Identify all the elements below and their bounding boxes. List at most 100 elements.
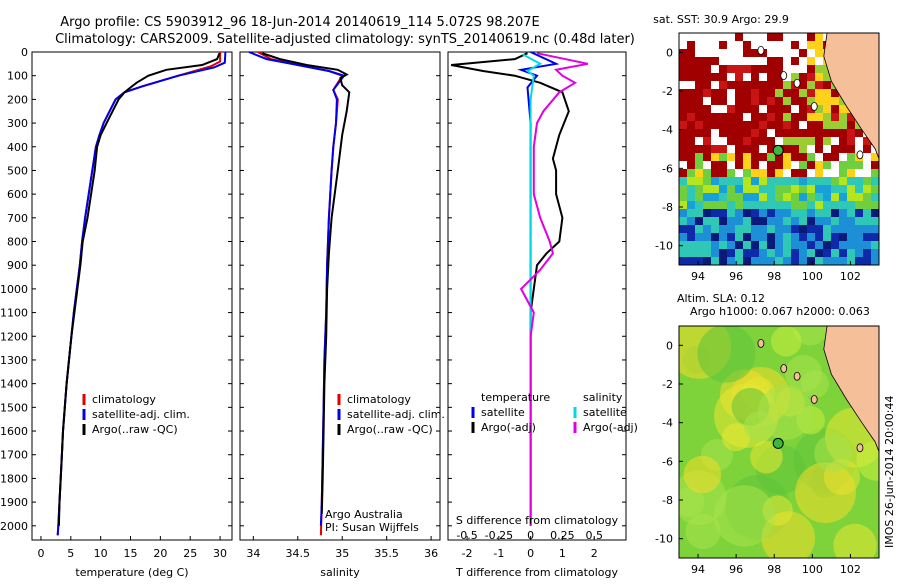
sst-pixel <box>711 249 719 257</box>
sst-pixel <box>751 201 759 209</box>
sla_map-panel: 94 96 98 100 102 0 -2 -4 -6 -8 -10 <box>655 325 880 576</box>
sst-pixel <box>807 225 815 233</box>
sst-pixel <box>759 185 767 193</box>
sst-pixel <box>711 217 719 225</box>
sst-pixel <box>775 241 783 249</box>
sst-pixel <box>847 137 855 145</box>
sst-pixel <box>751 225 759 233</box>
sst-pixel <box>743 241 751 249</box>
sst-pixel <box>727 209 735 217</box>
sst-pixel <box>767 249 775 257</box>
sst-pixel <box>831 105 839 113</box>
y-tick-label: 200 <box>7 93 28 106</box>
x-tick-label: -1 <box>493 547 504 560</box>
sst-pixel <box>679 97 687 105</box>
s-tick-label: 0.5 <box>585 529 603 542</box>
sst-pixel <box>743 145 751 153</box>
sst-map-title: sat. SST: 30.9 Argo: 29.9 <box>653 13 789 26</box>
sst-pixel <box>807 185 815 193</box>
sst-pixel <box>871 241 879 249</box>
sst-pixel <box>759 225 767 233</box>
sst-pixel <box>695 129 703 137</box>
sst-pixel <box>695 97 703 105</box>
sst-pixel <box>687 57 695 65</box>
sst-pixel <box>823 249 831 257</box>
sst-pixel <box>719 217 727 225</box>
sst-pixel <box>767 113 775 121</box>
sst-pixel <box>791 217 799 225</box>
sla-blob <box>750 440 783 474</box>
sst-pixel <box>863 225 871 233</box>
sst-pixel <box>743 129 751 137</box>
sst-pixel <box>783 137 791 145</box>
sst-pixel <box>695 177 703 185</box>
sst-pixel <box>871 217 879 225</box>
sst-pixel <box>839 161 847 169</box>
sst-pixel <box>679 201 687 209</box>
sst-pixel <box>815 193 823 201</box>
sst-pixel <box>703 89 711 97</box>
sst-pixel <box>807 249 815 257</box>
sla-blob <box>814 434 852 473</box>
sst-pixel <box>735 249 743 257</box>
sst-pixel <box>703 65 711 73</box>
map-y-tick-label: -8 <box>662 201 673 214</box>
island <box>757 338 765 348</box>
sst-pixel <box>687 153 695 161</box>
sst-pixel <box>687 145 695 153</box>
sst-pixel <box>775 169 783 177</box>
sst-pixel <box>711 97 719 105</box>
sst-pixel <box>783 185 791 193</box>
sst-pixel <box>775 89 783 97</box>
map-y-tick-label: -6 <box>662 455 673 468</box>
sst-pixel <box>767 81 775 89</box>
sst-pixel <box>735 225 743 233</box>
sst-pixel <box>687 201 695 209</box>
sst-pixel <box>719 73 727 81</box>
sst-pixel <box>751 217 759 225</box>
y-tick-label: 1600 <box>0 425 28 438</box>
sst-pixel <box>855 257 863 265</box>
sst-pixel <box>743 121 751 129</box>
sst-pixel <box>735 145 743 153</box>
series-line-argo <box>451 52 570 526</box>
sst-pixel <box>743 81 751 89</box>
sst-pixel <box>847 241 855 249</box>
sst-pixel <box>815 185 823 193</box>
x-tick-label: 35 <box>335 547 349 560</box>
sst-pixel <box>831 121 839 129</box>
sst-pixel <box>847 201 855 209</box>
sst-pixel <box>679 57 687 65</box>
sst-pixel <box>815 225 823 233</box>
sst-pixel <box>775 161 783 169</box>
sst-pixel <box>703 201 711 209</box>
sst-pixel <box>807 97 815 105</box>
sst-pixel <box>791 113 799 121</box>
sst-pixel <box>783 249 791 257</box>
sst-pixel <box>767 161 775 169</box>
sst-pixel <box>687 97 695 105</box>
sst-pixel <box>719 161 727 169</box>
sst-pixel <box>847 217 855 225</box>
sst-pixel <box>711 161 719 169</box>
sst-pixel <box>743 249 751 257</box>
sst-pixel <box>767 97 775 105</box>
sst-pixel <box>751 97 759 105</box>
island <box>856 443 864 453</box>
sst-pixel <box>703 121 711 129</box>
sla-blob <box>795 462 856 524</box>
sst-pixel <box>679 225 687 233</box>
sst-pixel <box>727 177 735 185</box>
sst-pixel <box>751 73 759 81</box>
s-tick-label: -0.25 <box>485 529 513 542</box>
y-tick-label: 700 <box>7 212 28 225</box>
sst-pixel <box>863 201 871 209</box>
sst-pixel <box>759 193 767 201</box>
sst-pixel <box>751 145 759 153</box>
sst-pixel <box>791 89 799 97</box>
sst-pixel <box>695 193 703 201</box>
sst-pixel <box>751 81 759 89</box>
sst-pixel <box>751 153 759 161</box>
sst-pixel <box>839 169 847 177</box>
sst-pixel <box>727 105 735 113</box>
